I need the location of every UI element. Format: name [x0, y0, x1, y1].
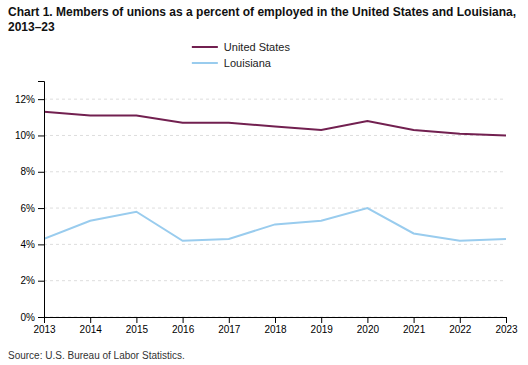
axis-line — [45, 318, 507, 324]
tick: 2021 — [403, 317, 426, 335]
legend-swatch — [192, 46, 218, 48]
grid-line — [44, 208, 506, 209]
tick: 2013 — [33, 317, 56, 335]
tick-label: 2% — [21, 275, 36, 286]
tick-mark — [506, 317, 507, 323]
legend: United States Louisiana — [192, 41, 291, 69]
tick-label: 2018 — [264, 324, 287, 335]
grid-line — [44, 244, 506, 245]
tick-label: 10% — [15, 130, 35, 141]
title: Chart 1. Members of unions as a percent … — [8, 5, 516, 34]
tick-mark — [183, 317, 184, 323]
tick-mark — [460, 317, 461, 323]
tick-label: 2016 — [172, 324, 195, 335]
tick: 2022 — [449, 317, 472, 335]
title-line: Chart 1. Members of unions as a percent … — [8, 5, 516, 19]
plot: 2013 2014 2015 2016 2017 2018 2019 2020 2021 2022… — [15, 82, 518, 336]
grid-line — [44, 171, 506, 172]
tick-label: 2014 — [80, 324, 103, 335]
series-line — [44, 208, 506, 241]
tick: 2017 — [218, 317, 241, 335]
tick-label: 0% — [21, 312, 36, 323]
tick: 2016 — [172, 317, 195, 335]
legend-label: United States — [224, 41, 291, 53]
grid-line — [44, 135, 506, 136]
tick: 4% — [21, 239, 44, 250]
tick-label: 8% — [21, 166, 36, 177]
tick-mark — [367, 317, 368, 323]
tick-mark — [275, 317, 276, 323]
tick: 2023 — [495, 317, 518, 335]
chart: Chart 1. Members of unions as a percent … — [0, 0, 528, 365]
tick: 2018 — [264, 317, 287, 335]
grid — [44, 99, 506, 317]
tick-label: 2020 — [357, 324, 380, 335]
tick-label: 4% — [21, 239, 36, 250]
tick-mark — [38, 208, 44, 209]
lines — [44, 112, 506, 241]
tick-label: 2021 — [403, 324, 426, 335]
tick: 12% — [15, 94, 44, 105]
tick: 2019 — [311, 317, 334, 335]
x-axis: 2013 2014 2015 2016 2017 2018 2019 2020 2021 2022… — [33, 317, 518, 335]
tick-mark — [38, 135, 44, 136]
tick-label: 6% — [21, 203, 36, 214]
legend-item: Louisiana — [192, 57, 272, 69]
tick-mark — [90, 317, 91, 323]
tick-mark — [414, 317, 415, 323]
series-line — [44, 112, 506, 136]
tick-label: 2023 — [495, 324, 518, 335]
title-line: 2013–23 — [8, 20, 55, 34]
tick-label: 2019 — [311, 324, 334, 335]
tick-mark — [321, 317, 322, 323]
grid-line — [44, 280, 506, 281]
axis-line — [38, 82, 45, 318]
tick-label: 2022 — [449, 324, 472, 335]
tick-mark — [38, 244, 44, 245]
tick-label: 12% — [15, 94, 35, 105]
tick: 2014 — [80, 317, 103, 335]
annotation: Source: U.S. Bureau of Labor Statistics. — [8, 350, 185, 361]
grid-line — [44, 99, 506, 100]
tick-mark — [136, 317, 137, 323]
tick: 2015 — [126, 317, 149, 335]
tick-mark — [229, 317, 230, 323]
tick: 6% — [21, 203, 44, 214]
legend-swatch — [192, 62, 218, 64]
legend-label: Louisiana — [224, 57, 272, 69]
legend-item: United States — [192, 41, 291, 53]
tick-label: 2017 — [218, 324, 241, 335]
y-axis: 0% 2% 4% 6% 8% 10% 12% — [15, 82, 45, 323]
tick-mark — [38, 172, 44, 173]
tick-label: 2013 — [33, 324, 56, 335]
tick: 2% — [21, 275, 44, 286]
tick: 2020 — [357, 317, 380, 335]
tick-label: 2015 — [126, 324, 149, 335]
tick-mark — [38, 317, 44, 318]
tick: 8% — [21, 166, 44, 177]
tick-mark — [38, 281, 44, 282]
tick: 0% — [21, 312, 44, 323]
tick-mark — [38, 99, 44, 100]
tick: 10% — [15, 130, 44, 141]
